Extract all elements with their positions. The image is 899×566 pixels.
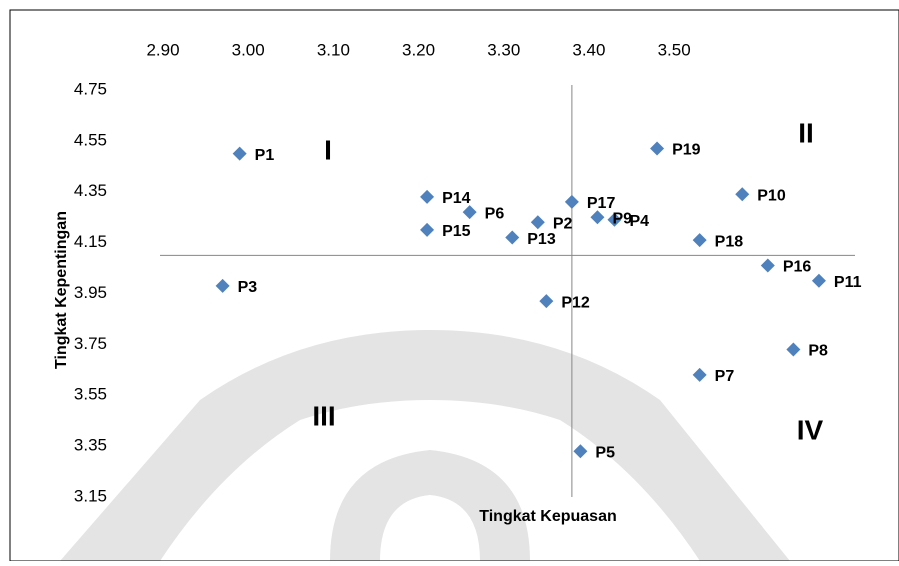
point (650, 142, 664, 156)
point (693, 368, 707, 382)
y-tick-label: 4.35 (74, 181, 107, 200)
point-label: P18 (715, 233, 744, 250)
x-axis-title: Tingkat Kepuasan (479, 508, 617, 525)
point (590, 210, 604, 224)
watermark-shape (60, 330, 790, 561)
y-tick-label: 3.35 (74, 436, 107, 455)
point-label: P16 (783, 259, 812, 276)
point (463, 205, 477, 219)
point (693, 233, 707, 247)
quadrant-label: II (798, 117, 814, 148)
point-label: P10 (757, 188, 786, 205)
x-tick-label: 3.20 (402, 40, 435, 59)
point-label: P3 (238, 279, 258, 296)
x-tick-label: 3.50 (658, 40, 691, 59)
point-label: P6 (485, 205, 505, 222)
x-tick-label: 3.40 (572, 40, 605, 59)
y-tick-label: 3.15 (74, 486, 107, 505)
x-tick-label: 2.90 (146, 40, 179, 59)
watermark (60, 330, 790, 561)
point-label: P1 (255, 147, 275, 164)
point-label: P4 (629, 213, 649, 230)
point (565, 195, 579, 209)
point (761, 259, 775, 273)
point (233, 147, 247, 161)
point-label: P8 (808, 343, 828, 360)
quadrant-label: IV (797, 414, 824, 445)
point (786, 342, 800, 356)
point-label: P5 (595, 444, 615, 461)
y-tick-label: 4.55 (74, 130, 107, 149)
point-label: P19 (672, 142, 701, 159)
point-label: P11 (834, 274, 862, 291)
point (573, 444, 587, 458)
y-tick-label: 3.75 (74, 334, 107, 353)
point (420, 190, 434, 204)
point-label: P17 (587, 195, 616, 212)
point-label: P13 (527, 231, 556, 248)
y-tick-label: 3.95 (74, 283, 107, 302)
point-label: P9 (612, 210, 632, 227)
point-label: P2 (553, 215, 573, 232)
x-tick-label: 3.10 (317, 40, 350, 59)
point (420, 223, 434, 237)
point (216, 279, 230, 293)
point-label: P12 (561, 294, 590, 311)
point (505, 231, 519, 245)
y-tick-label: 3.55 (74, 385, 107, 404)
y-tick-label: 4.15 (74, 232, 107, 251)
page: {"chart_data": {"type": "scatter", "xlab… (0, 0, 899, 561)
quadrant-label: III (312, 400, 335, 431)
point (539, 294, 553, 308)
point-label: P7 (715, 368, 735, 385)
quadrant-label: I (324, 134, 332, 165)
x-tick-label: 3.30 (487, 40, 520, 59)
chart: Tingkat Kepuasan Tingkat Kepentingan 2.9… (0, 0, 899, 561)
y-axis-title: Tingkat Kepentingan (53, 211, 70, 369)
x-tick-label: 3.00 (232, 40, 265, 59)
point (531, 215, 545, 229)
y-tick-label: 4.75 (74, 79, 107, 98)
point-label: P14 (442, 190, 471, 207)
point-label: P15 (442, 223, 471, 240)
point (812, 274, 826, 288)
watermark-shape (330, 450, 530, 561)
point (735, 187, 749, 201)
